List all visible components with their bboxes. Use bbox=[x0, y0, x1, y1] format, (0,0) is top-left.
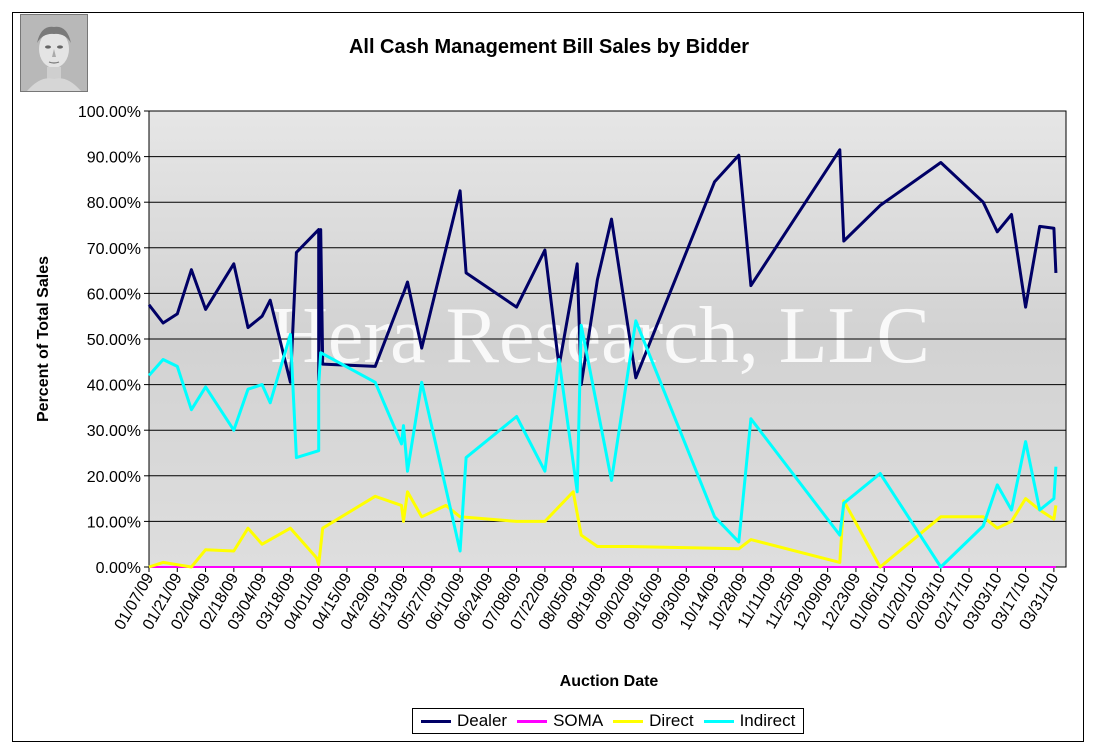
legend-swatch bbox=[517, 719, 548, 723]
y-tick-label: 30.00% bbox=[87, 423, 141, 440]
y-tick-label: 0.00% bbox=[96, 560, 141, 577]
legend-label: Indirect bbox=[739, 711, 796, 730]
legend-label: Direct bbox=[649, 711, 694, 730]
series-lines bbox=[147, 148, 1058, 569]
y-tick-label: 10.00% bbox=[87, 514, 141, 531]
legend-swatch bbox=[613, 719, 644, 723]
statue-logo-icon bbox=[20, 14, 88, 92]
x-axis-title: Auction Date bbox=[560, 673, 659, 690]
watermark-text: Hera Research, LLC bbox=[270, 292, 930, 380]
y-tick-label: 80.00% bbox=[87, 195, 141, 212]
legend-swatch bbox=[421, 719, 451, 723]
series-line-direct bbox=[148, 490, 1058, 569]
y-tick-label: 90.00% bbox=[87, 150, 141, 167]
series-line-dealer bbox=[147, 148, 1058, 387]
y-tick-labels: 0.00% 10.00% 20.00% 30.00% 40.00% 50.00% 60.00… bbox=[78, 104, 141, 577]
legend-label: Dealer bbox=[457, 711, 508, 730]
legend-item-dealer: Dealer bbox=[421, 711, 507, 731]
legend-swatch bbox=[703, 719, 734, 723]
y-tick-label: 70.00% bbox=[87, 241, 141, 258]
x-tick-labels: 01/07/0901/21/0902/04/0902/18/0903/04/09… bbox=[112, 570, 1063, 633]
legend-label: SOMA bbox=[553, 711, 604, 730]
y-axis-title: Percent of Total Sales bbox=[35, 256, 52, 422]
y-tick-label: 50.00% bbox=[87, 332, 141, 349]
y-tick-label: 60.00% bbox=[87, 286, 141, 303]
chart-title: All Cash Management Bill Sales by Bidder bbox=[348, 36, 750, 58]
legend-item-indirect: Indirect bbox=[703, 711, 796, 731]
legend: Dealer SOMA Direct Indirect bbox=[412, 708, 805, 734]
legend-item-direct: Direct bbox=[613, 711, 694, 731]
y-tick-label: 20.00% bbox=[87, 469, 141, 486]
series-line-indirect bbox=[147, 319, 1058, 569]
legend-item-soma: SOMA bbox=[517, 711, 603, 731]
y-tick-label: 100.00% bbox=[78, 104, 141, 121]
y-tick-label: 40.00% bbox=[87, 378, 141, 395]
